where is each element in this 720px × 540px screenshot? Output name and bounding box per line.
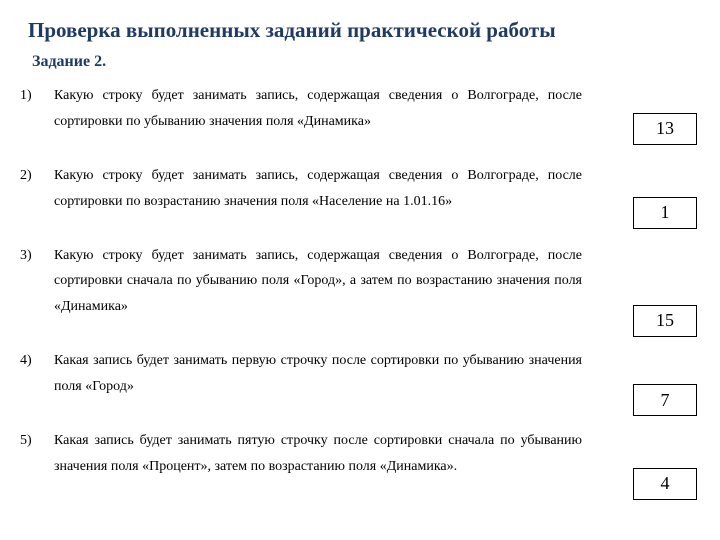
question-item: Какую строку будет занимать запись, соде… <box>28 83 692 135</box>
question-item: Какая запись будет занимать пятую строчк… <box>28 428 692 480</box>
answer-box: 7 <box>633 384 697 416</box>
answer-box: 13 <box>633 113 697 145</box>
question-list: Какую строку будет занимать запись, соде… <box>28 83 692 480</box>
answer-box: 1 <box>633 197 697 229</box>
question-text: Какую строку будет занимать запись, соде… <box>54 248 582 315</box>
question-text: Какая запись будет занимать пятую строчк… <box>54 433 582 474</box>
question-item: Какую строку будет занимать запись, соде… <box>28 163 692 215</box>
question-text: Какую строку будет занимать запись, соде… <box>54 168 582 209</box>
question-item: Какая запись будет занимать первую строч… <box>28 348 692 400</box>
page-title: Проверка выполненных заданий практическо… <box>28 18 692 43</box>
question-text: Какую строку будет занимать запись, соде… <box>54 88 582 129</box>
question-item: Какую строку будет занимать запись, соде… <box>28 243 692 321</box>
answer-box: 4 <box>633 468 697 500</box>
task-subtitle: Задание 2. <box>32 53 692 71</box>
answer-box: 15 <box>633 305 697 337</box>
question-text: Какая запись будет занимать первую строч… <box>54 353 582 394</box>
